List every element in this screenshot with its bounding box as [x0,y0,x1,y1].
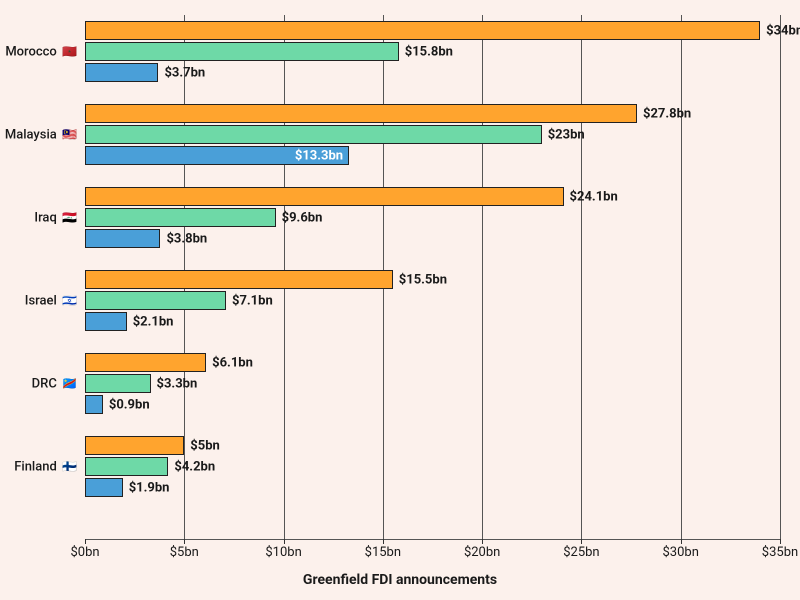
xtick-label: $5bn [170,539,199,560]
category-label: DRC 🇨🇩 [32,376,85,391]
bar [85,208,276,227]
bar [85,353,206,372]
bar-row: $3.7bn [85,63,158,82]
bar-row: $27.8bn [85,104,637,123]
bar-value-label: $4.2bn [174,459,215,474]
bar-group: Malaysia 🇲🇾$27.8bn$23bn$13.3bn [85,104,780,165]
bar-value-label: $3.8bn [166,231,207,246]
bar-value-label: $13.3bn [295,148,343,163]
bar-row: $3.8bn [85,229,160,248]
chart-area: $0bn$5bn$10bn$15bn$20bn$25bn$30bn$35bnMo… [85,15,780,540]
bar [85,478,123,497]
bar-row: $23bn [85,125,542,144]
bar-value-label: $7.1bn [232,293,273,308]
bar-row: $7.1bn [85,291,226,310]
bar-value-label: $27.8bn [643,106,691,121]
bar-row: $0.9bn [85,395,103,414]
bar [85,374,151,393]
bar-value-label: $9.6bn [282,210,323,225]
bar-value-label: $6.1bn [212,355,253,370]
category-label: Israel 🇮🇱 [25,293,85,308]
bar [85,229,160,248]
bar-row: $3.3bn [85,374,151,393]
bar-group: Israel 🇮🇱$15.5bn$7.1bn$2.1bn [85,270,780,331]
bar-row: $9.6bn [85,208,276,227]
bar [85,125,542,144]
bar-value-label: $15.5bn [399,272,447,287]
bar-row: $24.1bn [85,187,564,206]
bar [85,187,564,206]
bar [85,457,168,476]
bar [85,395,103,414]
bar-value-label: $3.7bn [164,65,205,80]
bar-row: $15.5bn [85,270,393,289]
bar-row: $13.3bn [85,146,349,165]
xtick-label: $20bn [464,539,500,560]
bar-group: Iraq 🇮🇶$24.1bn$9.6bn$3.8bn [85,187,780,248]
bar-value-label: $23bn [548,127,585,142]
bar-value-label: $34bn [766,23,800,38]
bar-row: $2.1bn [85,312,127,331]
bar-value-label: $5bn [190,438,220,453]
bar-value-label: $2.1bn [133,314,174,329]
category-label: Morocco 🇲🇦 [5,44,85,59]
bar [85,104,637,123]
xtick-label: $25bn [563,539,599,560]
bar-value-label: $3.3bn [157,376,198,391]
bar-row: $6.1bn [85,353,206,372]
xtick-label: $35bn [762,539,798,560]
bar-group: DRC 🇨🇩$6.1bn$3.3bn$0.9bn [85,353,780,414]
bar [85,312,127,331]
xtick-label: $30bn [663,539,699,560]
bar-value-label: $24.1bn [570,189,618,204]
category-label: Malaysia 🇲🇾 [5,127,85,142]
bar-row: $34bn [85,21,760,40]
bar-group: Finland 🇫🇮$5bn$4.2bn$1.9bn [85,436,780,497]
xtick-label: $15bn [365,539,401,560]
bar-row: $15.8bn [85,42,399,61]
x-axis-label: Greenfield FDI announcements [303,572,497,588]
category-label: Iraq 🇮🇶 [34,210,85,225]
gridline [780,15,781,539]
bar [85,63,158,82]
category-label: Finland 🇫🇮 [14,459,85,474]
xtick-label: $0bn [70,539,99,560]
bar-value-label: $1.9bn [129,480,170,495]
bar-value-label: $15.8bn [405,44,453,59]
bar [85,21,760,40]
bar [85,270,393,289]
bar [85,291,226,310]
bar-row: $1.9bn [85,478,123,497]
bar-value-label: $0.9bn [109,397,150,412]
bar-row: $5bn [85,436,184,455]
bar [85,42,399,61]
plot-area: $0bn$5bn$10bn$15bn$20bn$25bn$30bn$35bnMo… [85,15,780,540]
bar-row: $4.2bn [85,457,168,476]
xtick-label: $10bn [265,539,301,560]
bar-group: Morocco 🇲🇦$34bn$15.8bn$3.7bn [85,21,780,82]
bar [85,436,184,455]
